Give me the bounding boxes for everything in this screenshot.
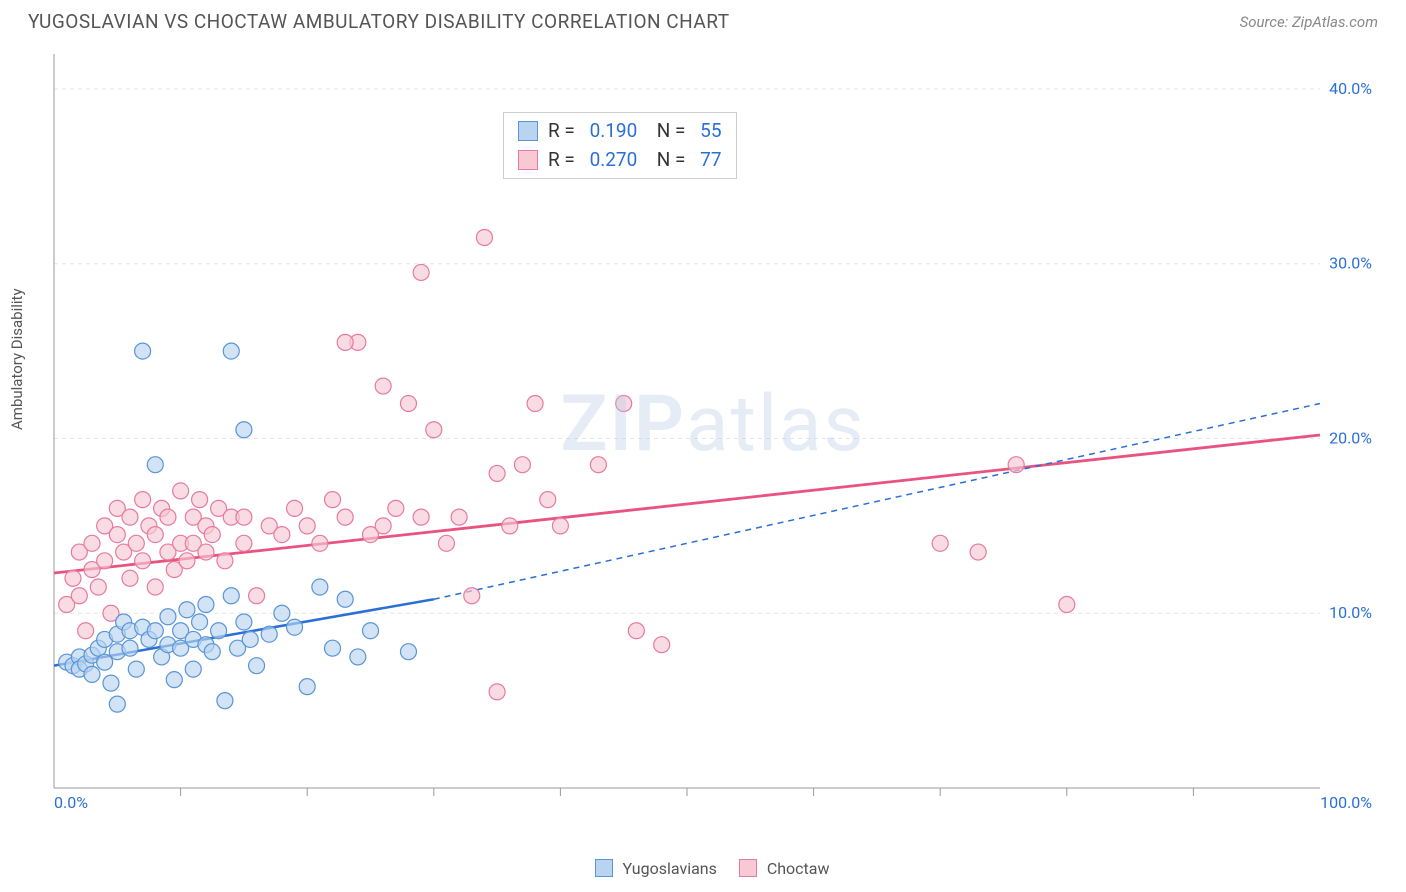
- stats-row-choctaw: R = 0.270 N = 77: [518, 146, 722, 175]
- svg-text:100.0%: 100.0%: [1320, 793, 1372, 810]
- bottom-legend: Yugoslavians Choctaw: [0, 859, 1406, 878]
- y-axis-label: Ambulatory Disability: [8, 288, 26, 430]
- stat-r-label: R =: [548, 117, 580, 146]
- svg-text:0.0%: 0.0%: [54, 793, 88, 810]
- chart-source: Source: ZipAtlas.com: [1240, 13, 1378, 31]
- stat-r-label: R =: [548, 146, 580, 175]
- stat-r-value-yugoslavians: 0.190: [590, 117, 638, 146]
- stat-r-value-choctaw: 0.270: [590, 146, 638, 175]
- plot-area: 10.0%20.0%30.0%40.0%0.0%100.0% ZIPatlas …: [48, 48, 1378, 810]
- legend-swatch-choctaw: [739, 859, 757, 877]
- svg-text:30.0%: 30.0%: [1329, 254, 1372, 273]
- legend-label-yugoslavians: Yugoslavians: [622, 859, 716, 878]
- chart-title: YUGOSLAVIAN VS CHOCTAW AMBULATORY DISABI…: [28, 10, 730, 33]
- svg-text:20.0%: 20.0%: [1329, 428, 1372, 447]
- stat-n-label: N =: [647, 146, 690, 175]
- stats-row-yugoslavians: R = 0.190 N = 55: [518, 117, 722, 146]
- legend-swatch-yugoslavians: [595, 859, 613, 877]
- stat-n-value-choctaw: 77: [700, 146, 721, 175]
- legend-label-choctaw: Choctaw: [767, 859, 830, 878]
- stat-n-label: N =: [647, 117, 690, 146]
- stats-legend-box: R = 0.190 N = 55 R = 0.270 N = 77: [503, 112, 737, 179]
- svg-text:40.0%: 40.0%: [1329, 79, 1372, 98]
- chart-header: YUGOSLAVIAN VS CHOCTAW AMBULATORY DISABI…: [0, 0, 1406, 39]
- swatch-yugoslavians: [518, 121, 538, 141]
- stat-n-value-yugoslavians: 55: [700, 117, 721, 146]
- swatch-choctaw: [518, 150, 538, 170]
- svg-text:10.0%: 10.0%: [1329, 603, 1372, 622]
